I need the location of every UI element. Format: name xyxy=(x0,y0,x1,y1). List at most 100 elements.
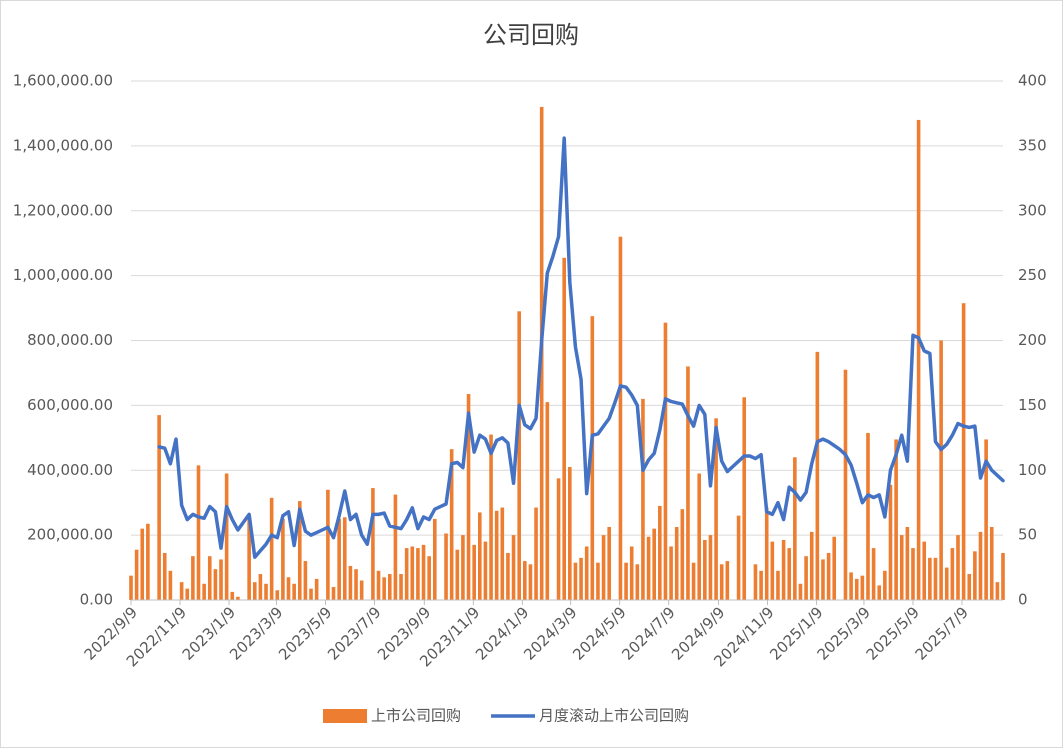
y2-tick-label: 300 xyxy=(1018,201,1047,219)
bar xyxy=(466,394,471,600)
bar xyxy=(967,574,972,600)
bar xyxy=(950,548,955,600)
y-tick-label: 1,000,000.00 xyxy=(13,266,113,284)
legend-swatch xyxy=(323,709,367,723)
bar xyxy=(224,473,229,600)
bar xyxy=(376,570,381,600)
bar xyxy=(624,562,628,600)
bar xyxy=(562,257,566,600)
bar xyxy=(354,569,358,600)
bar xyxy=(793,457,797,600)
bar xyxy=(461,535,465,600)
bar xyxy=(714,418,718,600)
bar xyxy=(888,484,893,600)
legend-label: 月度滚动上市公司回购 xyxy=(539,707,689,725)
bar xyxy=(421,544,426,600)
bar xyxy=(759,570,763,600)
bar xyxy=(427,556,431,600)
line xyxy=(157,136,1005,559)
y2-tick-label: 250 xyxy=(1018,266,1047,284)
bar xyxy=(371,488,375,600)
y-tick-label: 1,400,000.00 xyxy=(13,136,113,154)
bar xyxy=(916,119,921,601)
bar xyxy=(978,531,983,600)
bar xyxy=(961,303,966,600)
bar xyxy=(596,562,600,600)
bar xyxy=(832,536,837,600)
bar xyxy=(258,574,263,600)
bar xyxy=(202,583,206,600)
y-tick-label: 800,000.00 xyxy=(27,331,113,349)
bar xyxy=(579,557,583,600)
bar xyxy=(500,507,505,600)
bar xyxy=(292,583,296,600)
bar xyxy=(196,465,201,600)
bar xyxy=(629,546,634,600)
bar xyxy=(455,549,460,600)
bar xyxy=(658,505,662,600)
bar xyxy=(326,489,330,600)
bar xyxy=(674,527,679,600)
bar xyxy=(849,572,853,600)
bar xyxy=(342,517,347,600)
bar xyxy=(821,559,825,600)
bar xyxy=(309,588,313,600)
bar xyxy=(860,575,865,600)
bar xyxy=(854,578,859,600)
bar xyxy=(410,546,415,600)
bar xyxy=(601,535,606,600)
bar xyxy=(472,544,476,600)
bar xyxy=(725,561,730,600)
bar xyxy=(646,536,651,600)
y2-tick-label: 350 xyxy=(1018,136,1047,154)
bar xyxy=(269,497,274,600)
bar xyxy=(545,402,550,600)
bar xyxy=(933,557,938,600)
bar xyxy=(483,541,488,600)
y2-tick-label: 0 xyxy=(1018,591,1028,609)
bar xyxy=(399,574,403,600)
bar xyxy=(556,478,561,600)
bar xyxy=(911,548,915,600)
y-tick-label: 400,000.00 xyxy=(27,461,113,479)
legend-label: 上市公司回购 xyxy=(371,707,461,725)
bar xyxy=(691,562,696,600)
bar xyxy=(928,557,932,600)
y2-tick-label: 50 xyxy=(1018,526,1037,544)
bar xyxy=(404,548,409,600)
y2-tick-label: 200 xyxy=(1018,331,1047,349)
bar xyxy=(494,510,499,600)
bar xyxy=(382,577,386,600)
bar xyxy=(506,552,510,600)
bar xyxy=(573,562,578,600)
y2-tick-label: 100 xyxy=(1018,461,1047,479)
bar xyxy=(753,564,758,600)
bar xyxy=(191,556,195,600)
bar xyxy=(264,583,268,600)
bar xyxy=(736,515,741,600)
y2-tick-label: 150 xyxy=(1018,396,1047,414)
bar xyxy=(247,515,251,600)
bar xyxy=(162,552,167,600)
bar xyxy=(213,569,218,600)
bar xyxy=(781,539,786,600)
bar xyxy=(179,582,184,600)
chart-title: 公司回购 xyxy=(483,21,579,49)
bar xyxy=(568,467,572,600)
y-tick-label: 600,000.00 xyxy=(27,396,113,414)
bar xyxy=(1001,552,1005,600)
bar xyxy=(359,580,364,600)
bar xyxy=(877,585,882,600)
bar xyxy=(826,552,831,600)
bar xyxy=(281,518,285,600)
bar xyxy=(905,527,910,600)
bar xyxy=(252,582,257,600)
bar xyxy=(866,432,870,600)
bar xyxy=(894,439,898,600)
bar xyxy=(809,531,814,600)
y-tick-label: 1,600,000.00 xyxy=(13,72,113,90)
bar xyxy=(584,546,589,600)
bar xyxy=(489,434,493,600)
